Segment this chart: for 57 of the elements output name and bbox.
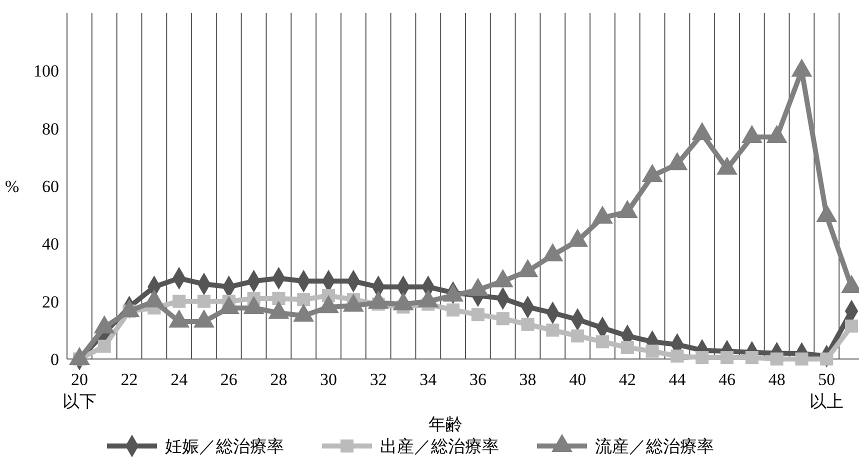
- point: [496, 312, 510, 326]
- point: [521, 318, 534, 331]
- x-tick-label: 20 以下: [62, 370, 96, 411]
- point: [766, 124, 788, 144]
- x-tick-label: 40: [569, 370, 586, 389]
- point: [741, 124, 762, 144]
- point: [696, 351, 709, 364]
- point: [471, 308, 484, 322]
- y-axis-title: %: [5, 176, 20, 196]
- x-tick-label: 36: [469, 370, 486, 389]
- point: [592, 206, 613, 224]
- point: [770, 352, 784, 366]
- x-tick-label: 32: [370, 370, 387, 389]
- point: [571, 329, 584, 342]
- y-tick-label: 100: [34, 62, 59, 81]
- point: [795, 352, 808, 366]
- x-tick-label: 48: [768, 370, 786, 389]
- x-tick-label: 22: [120, 370, 138, 389]
- point: [98, 340, 111, 353]
- x-tick-label: 42: [618, 370, 636, 389]
- legend-label: 流産／総治療率: [595, 437, 714, 456]
- x-tick-label: 26: [220, 370, 238, 389]
- point: [692, 122, 713, 140]
- point: [845, 320, 858, 333]
- x-tick-label: 50 以上: [810, 370, 844, 411]
- x-tick-label: 28: [270, 370, 288, 389]
- legend-label: 出産／総治療率: [380, 437, 499, 456]
- point: [172, 294, 186, 308]
- legend-label: 妊娠／総治療率: [165, 437, 284, 456]
- x-tick-label: 44: [668, 370, 686, 389]
- point: [816, 204, 838, 222]
- point: [716, 156, 738, 175]
- y-tick-label: 40: [42, 234, 59, 254]
- point: [642, 164, 663, 182]
- point: [620, 340, 634, 354]
- x-tick-label: 30: [320, 370, 338, 389]
- y-tick-label: 80: [42, 119, 59, 138]
- x-tick-label: 24: [170, 370, 188, 389]
- point: [646, 344, 659, 358]
- point: [596, 335, 610, 348]
- point: [820, 352, 834, 366]
- point: [745, 351, 758, 364]
- y-tick-label: 20: [42, 292, 59, 312]
- x-tick-label: 34: [420, 370, 438, 389]
- point: [197, 294, 211, 308]
- point: [297, 293, 310, 306]
- y-tick-label: 0: [50, 350, 59, 369]
- point: [546, 324, 560, 337]
- y-tick-label: 60: [42, 176, 59, 196]
- point: [272, 292, 286, 305]
- point: [446, 303, 460, 316]
- point: [720, 351, 734, 364]
- x-axis-title: 年齢: [428, 415, 462, 434]
- point: [791, 58, 812, 77]
- x-tick-label: 46: [718, 370, 736, 389]
- x-tick-label: 38: [519, 370, 536, 389]
- point: [670, 350, 684, 363]
